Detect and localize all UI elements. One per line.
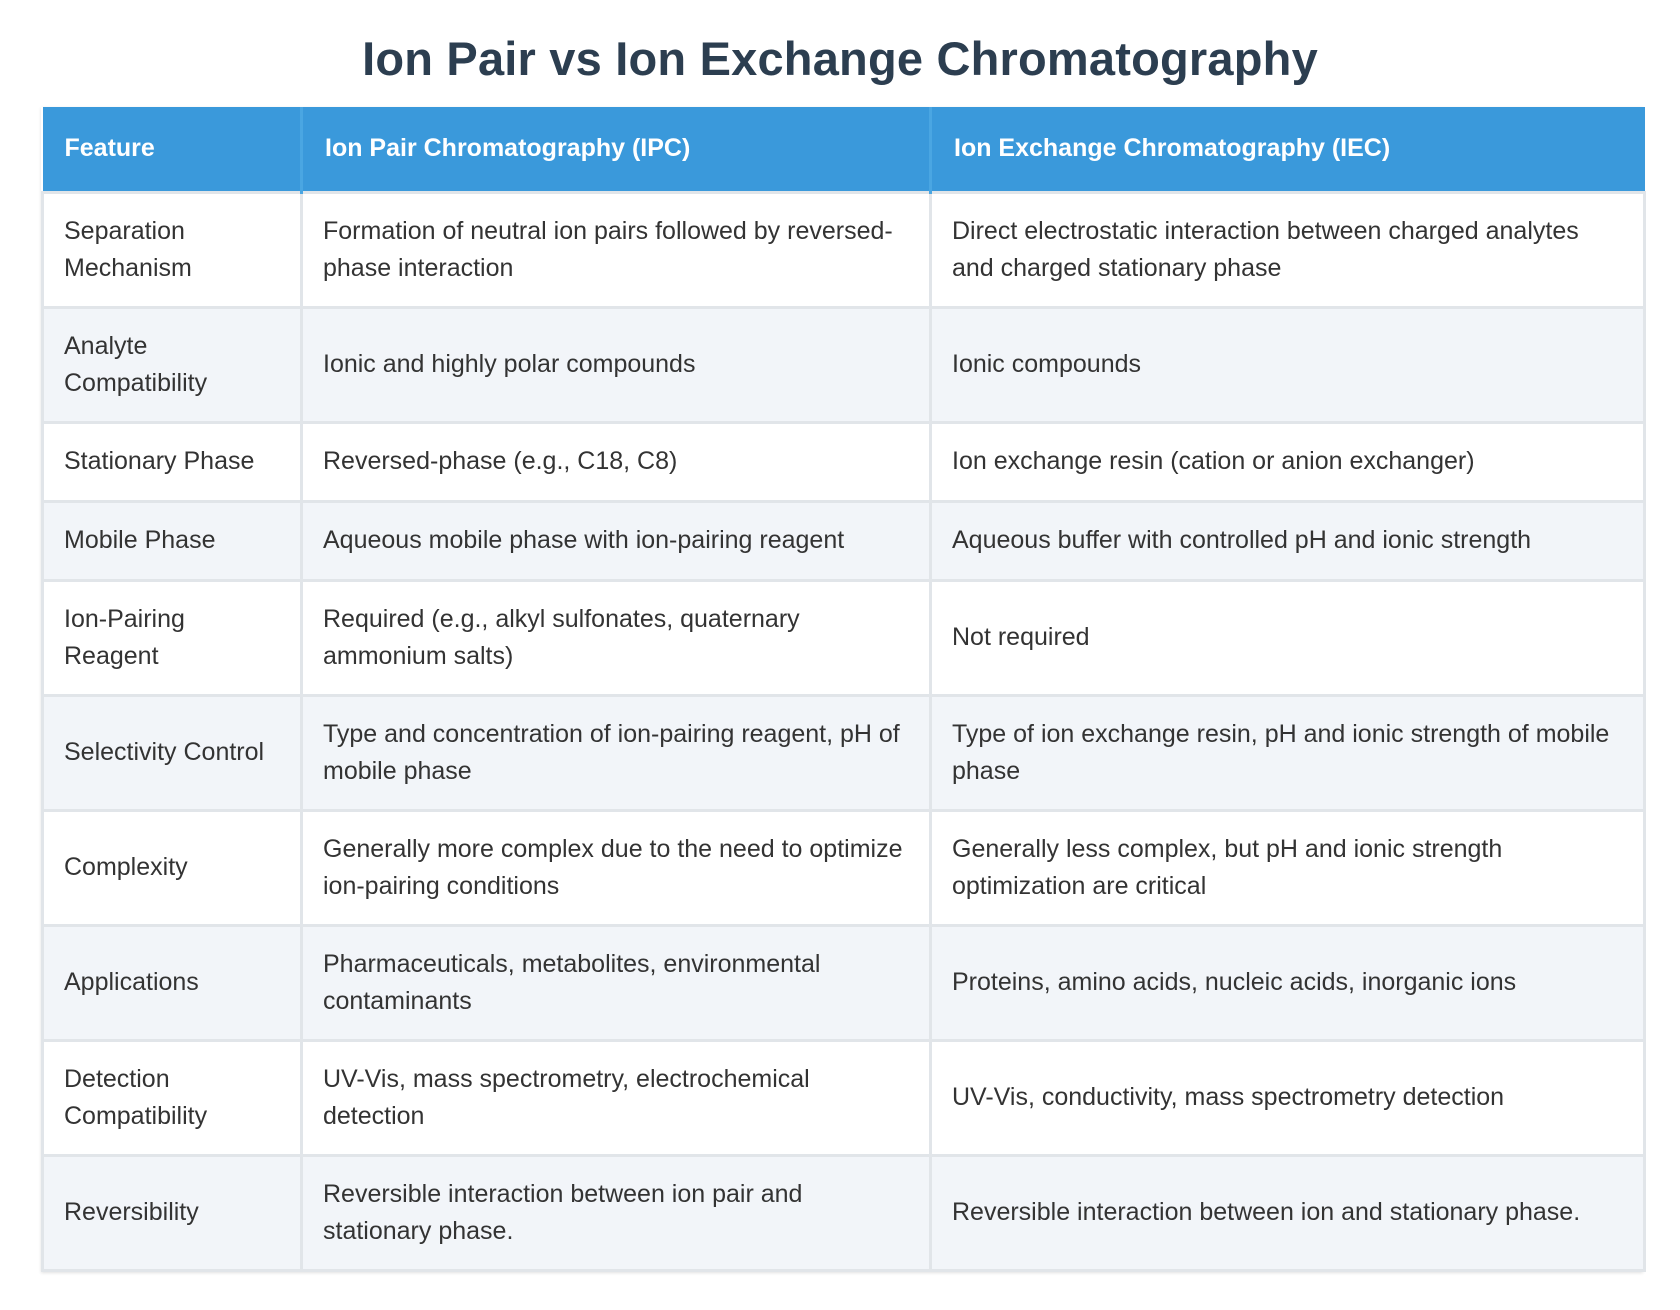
header-iec: Ion Exchange Chromatography (IEC)	[930, 107, 1645, 192]
table-row: Detection Compatibility UV-Vis, mass spe…	[41, 1038, 1646, 1157]
table-row: Mobile Phase Aqueous mobile phase with i…	[41, 499, 1646, 582]
ipc-cell: Pharmaceuticals, metabolites, environmen…	[300, 923, 932, 1042]
table-row: Selectivity Control Type and concentrati…	[41, 693, 1646, 812]
comparison-table: Feature Ion Pair Chromatography (IPC) Io…	[41, 107, 1646, 1272]
feature-cell: Stationary Phase	[41, 420, 303, 503]
table-row: Stationary Phase Reversed-phase (e.g., C…	[41, 420, 1646, 503]
iec-cell: Ionic compounds	[929, 305, 1646, 424]
iec-cell: UV-Vis, conductivity, mass spectrometry …	[929, 1038, 1646, 1157]
ipc-cell: UV-Vis, mass spectrometry, electrochemic…	[300, 1038, 932, 1157]
feature-cell: Ion-Pairing Reagent	[41, 578, 303, 697]
ipc-cell: Reversible interaction between ion pair …	[300, 1153, 932, 1272]
table-body: Separation Mechanism Formation of neutra…	[41, 190, 1646, 1272]
feature-cell: Detection Compatibility	[41, 1038, 303, 1157]
ipc-cell: Formation of neutral ion pairs followed …	[300, 190, 932, 309]
table-row: Analyte Compatibility Ionic and highly p…	[41, 305, 1646, 424]
table-row: Applications Pharmaceuticals, metabolite…	[41, 923, 1646, 1042]
table-header: Feature Ion Pair Chromatography (IPC) Io…	[42, 107, 1645, 192]
feature-cell: Mobile Phase	[41, 499, 303, 582]
table-row: Separation Mechanism Formation of neutra…	[41, 190, 1646, 309]
feature-cell: Selectivity Control	[41, 693, 303, 812]
table-row: Complexity Generally more complex due to…	[41, 808, 1646, 927]
ipc-cell: Aqueous mobile phase with ion-pairing re…	[300, 499, 932, 582]
header-row: Feature Ion Pair Chromatography (IPC) Io…	[42, 107, 1645, 192]
iec-cell: Aqueous buffer with controlled pH and io…	[929, 499, 1646, 582]
header-feature: Feature	[42, 107, 303, 192]
feature-cell: Reversibility	[41, 1153, 303, 1272]
feature-cell: Analyte Compatibility	[41, 305, 303, 424]
ipc-cell: Type and concentration of ion-pairing re…	[300, 693, 932, 812]
iec-cell: Proteins, amino acids, nucleic acids, in…	[929, 923, 1646, 1042]
ipc-cell: Required (e.g., alkyl sulfonates, quater…	[300, 578, 932, 697]
iec-cell: Direct electrostatic interaction between…	[929, 190, 1646, 309]
ipc-cell: Generally more complex due to the need t…	[300, 808, 932, 927]
feature-cell: Applications	[41, 923, 303, 1042]
ipc-cell: Ionic and highly polar compounds	[300, 305, 932, 424]
table-row: Reversibility Reversible interaction bet…	[41, 1153, 1646, 1272]
ipc-cell: Reversed-phase (e.g., C18, C8)	[300, 420, 932, 503]
iec-cell: Not required	[929, 578, 1646, 697]
iec-cell: Ion exchange resin (cation or anion exch…	[929, 420, 1646, 503]
comparison-table-container: Feature Ion Pair Chromatography (IPC) Io…	[41, 107, 1646, 1272]
feature-cell: Complexity	[41, 808, 303, 927]
iec-cell: Generally less complex, but pH and ionic…	[929, 808, 1646, 927]
page-title: Ion Pair vs Ion Exchange Chromatography	[362, 32, 1318, 85]
iec-cell: Reversible interaction between ion and s…	[929, 1153, 1646, 1272]
header-ipc: Ion Pair Chromatography (IPC)	[301, 107, 932, 192]
iec-cell: Type of ion exchange resin, pH and ionic…	[929, 693, 1646, 812]
feature-cell: Separation Mechanism	[41, 190, 303, 309]
table-row: Ion-Pairing Reagent Required (e.g., alky…	[41, 578, 1646, 697]
